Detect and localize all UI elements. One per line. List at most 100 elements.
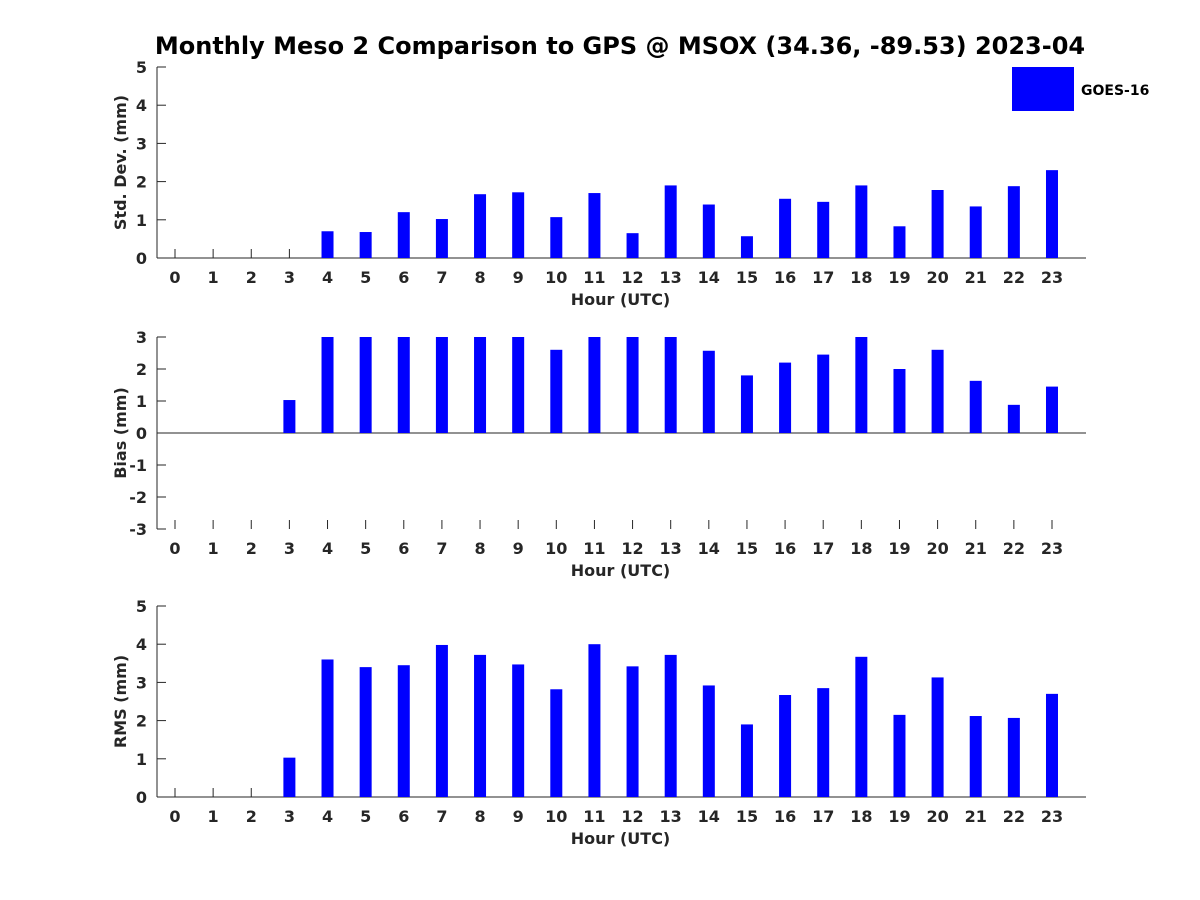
panel2-bar [664,337,677,433]
panel1-bar [359,232,372,258]
panel3-xtick-label: 4 [322,807,333,826]
panel2-bar [740,375,753,433]
chart-title: Monthly Meso 2 Comparison to GPS @ MSOX … [155,32,1085,60]
panel3-xtick-label: 5 [360,807,371,826]
panel3-bar [283,757,296,797]
panel2-xtick-label: 18 [850,539,872,558]
panel2-bar [474,337,487,433]
panel3-bar [1045,693,1058,797]
panel2-xtick-label: 6 [398,539,409,558]
panel2-ytick-label: 0 [136,424,147,443]
panel2-bar [588,337,601,433]
panel1-bar [893,226,906,258]
panel2-xtick-label: 12 [621,539,643,558]
panel2-xtick-label: 14 [698,539,720,558]
panel2-bar [779,362,792,433]
panel1-xtick-label: 20 [926,268,948,287]
panel2-xtick-label: 21 [965,539,987,558]
panel1-xtick-label: 0 [169,268,180,287]
panel1-xtick-label: 22 [1003,268,1025,287]
panel2-xtick-label: 22 [1003,539,1025,558]
panel3-xtick-label: 14 [698,807,720,826]
panel1-ylabel: Std. Dev. (mm) [111,95,130,230]
panel1-xtick-label: 3 [284,268,295,287]
panel3-xtick-label: 23 [1041,807,1063,826]
panel3-bar [1007,717,1020,797]
panel1-bar [321,231,334,258]
panel3-xtick-label: 10 [545,807,567,826]
panel1-bar [588,193,601,258]
panel3-bar [817,688,830,797]
panel1-xtick-label: 1 [208,268,219,287]
panel3-ytick-label: 5 [136,597,147,616]
panel2-ytick-label: 1 [136,392,147,411]
panel1-xtick-label: 8 [474,268,485,287]
panel3-xtick-label: 18 [850,807,872,826]
panel3-ytick-label: 1 [136,750,147,769]
panel2-bar [321,337,334,433]
legend: GOES-16 [1012,67,1149,111]
panel3-xtick-label: 21 [965,807,987,826]
panel3-xtick-label: 7 [436,807,447,826]
panel1-bar [474,194,487,258]
panel2-bar [550,349,563,433]
panel1-ytick-label: 5 [136,58,147,77]
panel2-xtick-label: 7 [436,539,447,558]
panel1-xtick-label: 23 [1041,268,1063,287]
panel2-xtick-label: 13 [660,539,682,558]
panel2-bar [359,337,372,433]
panel2-xlabel: Hour (UTC) [571,561,671,580]
panel1-xtick-label: 13 [660,268,682,287]
panel2-xtick-label: 17 [812,539,834,558]
panel3-ytick-label: 0 [136,788,147,807]
panel1-bar [817,201,830,258]
panel1-bar [664,185,677,258]
panel1-bar [702,204,715,258]
panel2-xtick-label: 3 [284,539,295,558]
panel1-xtick-label: 17 [812,268,834,287]
panel1-xtick-label: 7 [436,268,447,287]
panel2-xtick-label: 0 [169,539,180,558]
panel1-xtick-label: 4 [322,268,333,287]
panel3-ytick-label: 4 [136,635,147,654]
panel1-xtick-label: 6 [398,268,409,287]
panel3-bar [588,644,601,797]
panel2-ytick-label: -1 [129,456,147,475]
panel3-bar [550,689,563,797]
panel1-xtick-label: 16 [774,268,796,287]
panel2-xtick-label: 10 [545,539,567,558]
panel3-xtick-label: 12 [621,807,643,826]
panel2-bar [969,380,982,433]
panel1-bar [969,206,982,258]
panel1-xtick-label: 5 [360,268,371,287]
panel1-bar [779,198,792,258]
panel3-xtick-label: 15 [736,807,758,826]
panel2-xtick-label: 8 [474,539,485,558]
panel1-ytick-label: 3 [136,134,147,153]
panel3-bar [435,644,448,797]
panel1-xtick-label: 14 [698,268,720,287]
panel1-xtick-label: 9 [513,268,524,287]
panel1-xtick-label: 2 [246,268,257,287]
panel2-xtick-label: 20 [926,539,948,558]
panel2-xtick-label: 5 [360,539,371,558]
panel3-bar [359,667,372,797]
panel3-bar [969,716,982,797]
panel3-bar [474,654,487,797]
panel1-bar [626,233,639,258]
panel2-ytick-label: -2 [129,488,147,507]
panel3-bar [893,714,906,797]
panel2-xtick-label: 16 [774,539,796,558]
panel1-bar [550,217,563,258]
panel1-bar [1045,170,1058,258]
panel1-bar [435,219,448,258]
panel1-bar [855,185,868,258]
panel1-bar [740,236,753,258]
panel3-xtick-label: 3 [284,807,295,826]
panel2-xtick-label: 9 [513,539,524,558]
panel1-bar [1007,186,1020,258]
panel2-xtick-label: 15 [736,539,758,558]
panel3-xtick-label: 13 [660,807,682,826]
legend-label-goes16: GOES-16 [1081,83,1149,99]
